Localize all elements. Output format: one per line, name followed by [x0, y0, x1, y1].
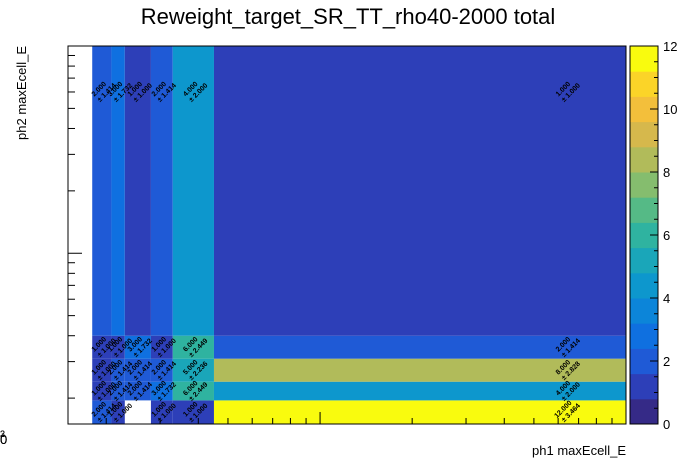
colorbar-band: [630, 398, 658, 425]
plot-frame: [67, 45, 627, 425]
heatmap-cell: [172, 358, 214, 382]
x-axis-ticks: 102103: [0, 412, 627, 447]
heatmap-cell: [150, 358, 173, 382]
colorbar-tick-label: 6: [663, 228, 670, 243]
heatmap-cell: [111, 358, 125, 382]
heatmap-cell: [150, 381, 173, 401]
colorbar-tick-label: 12: [663, 39, 677, 54]
heatmap-cell: [111, 335, 125, 359]
heatmap-cell: [124, 335, 151, 359]
colorbar-band: [630, 46, 658, 72]
chart-title: Reweight_target_SR_TT_rho40-2000 total: [140, 4, 556, 29]
heatmap-cell: [111, 400, 125, 424]
heatmap-cell: [92, 381, 112, 401]
y-tick-label: 10: [38, 0, 52, 3]
heatmap-cell: [213, 335, 626, 359]
colorbar-band: [630, 146, 658, 173]
colorbar-band: [630, 323, 658, 349]
y-tick-label-exponent: 3: [52, 0, 57, 2]
heatmap-cell: [150, 46, 173, 336]
colorbar-band: [630, 272, 658, 299]
heatmap-cell: [92, 46, 112, 336]
heatmap-cell: [213, 400, 626, 424]
x-tick-label-exponent: 2: [0, 429, 5, 439]
colorbar-tick-label: 10: [663, 102, 677, 117]
y-axis-label: ph2 maxEcell_E: [14, 46, 29, 140]
heatmap-cell: [124, 46, 151, 336]
heatmap-cell: [150, 400, 173, 424]
y-axis-ticks: 102103: [38, 0, 82, 399]
colorbar: 0 2 4 6 8 10 12: [629, 39, 677, 432]
heatmap-cell: [92, 358, 112, 382]
colorbar-band: [630, 172, 658, 198]
colorbar-tick-label: 8: [663, 165, 670, 180]
heatmap-cell: [111, 46, 125, 336]
cells-layer: [92, 46, 626, 424]
colorbar-tick-label: 4: [663, 291, 670, 306]
heatmap-cell: [213, 381, 626, 401]
heatmap-cell: [111, 381, 125, 401]
heatmap-cell: [172, 400, 214, 424]
colorbar-tick-label: 2: [663, 354, 670, 369]
heatmap-cell: [124, 358, 151, 382]
y-tick-label: 10: [38, 0, 52, 3]
heatmap-cell: [213, 46, 626, 336]
x-tick-label-exponent: 3: [0, 429, 5, 439]
heatmap-cell: [172, 46, 214, 336]
colorbar-tick-label: 0: [663, 417, 670, 432]
x-tick-label: 10: [0, 432, 7, 447]
colorbar-band: [630, 298, 658, 324]
heatmap-cell: [213, 358, 626, 382]
y-tick-label-exponent: 2: [52, 0, 57, 2]
colorbar-band: [630, 197, 658, 223]
colorbar-band: [630, 373, 658, 400]
colorbar-band: [630, 71, 658, 97]
heatmap-cell: [172, 381, 214, 401]
x-tick-label: 10: [0, 432, 7, 447]
colorbar-band: [630, 121, 658, 148]
heatmap-cell: [150, 335, 173, 359]
heatmap-cell: [92, 335, 112, 359]
colorbar-band: [630, 247, 658, 274]
heatmap-cell: [124, 381, 151, 401]
x-axis-label: ph1 maxEcell_E: [532, 443, 626, 458]
heatmap-cell: [172, 335, 214, 359]
